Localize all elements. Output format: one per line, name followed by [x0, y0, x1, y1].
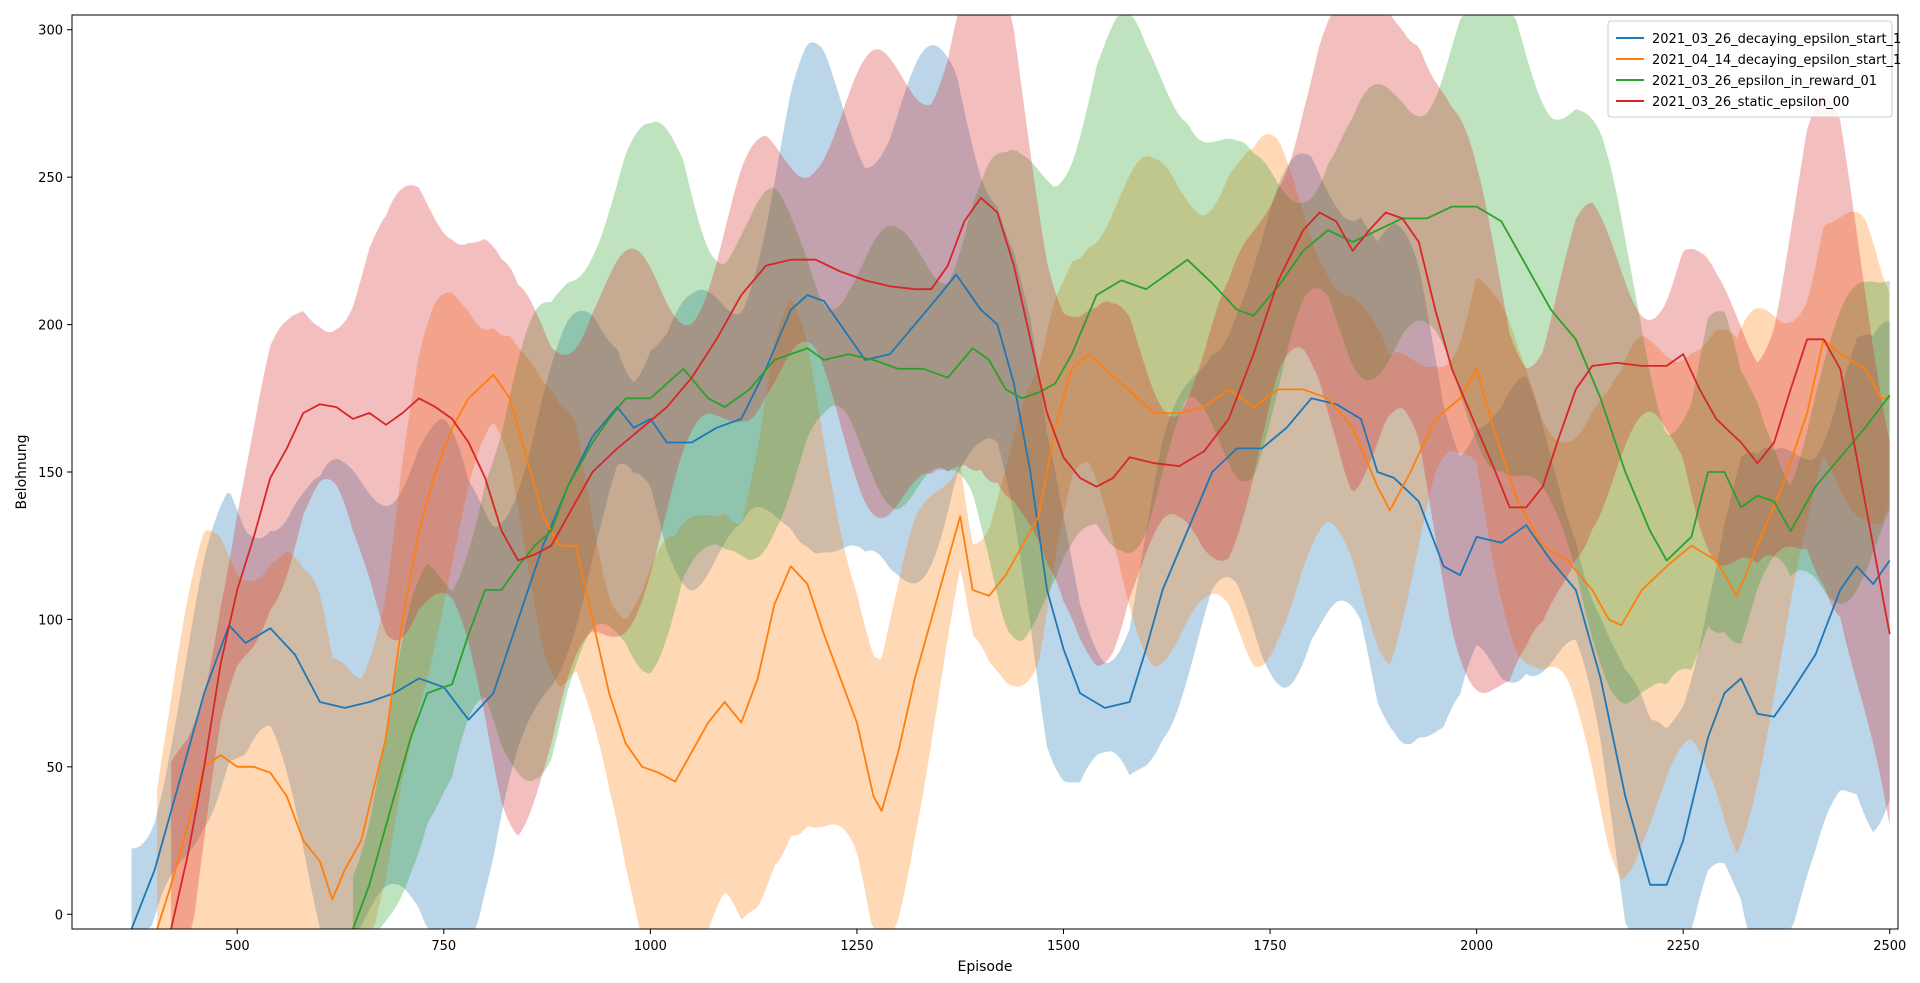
- x-tick-label: 1750: [1254, 939, 1287, 954]
- x-tick-label: 1500: [1047, 939, 1080, 954]
- x-tick-label: 2500: [1873, 939, 1906, 954]
- x-tick-label: 500: [225, 939, 250, 954]
- x-tick-label: 2250: [1667, 939, 1700, 954]
- y-tick-label: 100: [38, 613, 63, 628]
- x-tick-label: 2000: [1460, 939, 1493, 954]
- series-line: [352, 205, 1891, 929]
- y-tick-label: 300: [38, 24, 63, 39]
- legend-label: 2021_03_26_epsilon_in_reward_01: [1652, 74, 1877, 89]
- spread-band: [131, 42, 1890, 929]
- x-tick-label: 1250: [840, 939, 873, 954]
- x-axis: 500 750 1000 1250 1500 1750 2000 2250 2500: [225, 929, 1906, 954]
- x-tick-label: 1000: [634, 939, 667, 954]
- legend-label: 2021_04_14_decaying_epsilon_start_1: [1652, 53, 1901, 68]
- series-line: [130, 273, 1891, 929]
- x-tick-label: 750: [431, 939, 456, 954]
- y-tick-label: 50: [46, 761, 63, 776]
- series-lines: [130, 196, 1891, 929]
- legend: 2021_03_26_decaying_epsilon_start_1 2021_…: [1607, 20, 1901, 118]
- y-tick-label: 150: [38, 466, 63, 481]
- legend-box: [1607, 20, 1893, 118]
- legend-label: 2021_03_26_decaying_epsilon_start_1: [1652, 32, 1901, 47]
- spread-band: [157, 133, 1889, 929]
- y-axis: 0 50 100 150 200 250 300: [38, 24, 72, 923]
- y-axis-label: Belohnung: [14, 434, 30, 509]
- y-tick-label: 0: [55, 908, 63, 923]
- spread-band: [352, 15, 1890, 929]
- x-axis-label: Episode: [958, 959, 1013, 975]
- y-tick-label: 200: [38, 319, 63, 334]
- y-tick-label: 250: [38, 171, 63, 186]
- series-line: [170, 196, 1891, 929]
- legend-label: 2021_03_26_static_epsilon_00: [1652, 95, 1849, 110]
- series-line: [156, 338, 1890, 929]
